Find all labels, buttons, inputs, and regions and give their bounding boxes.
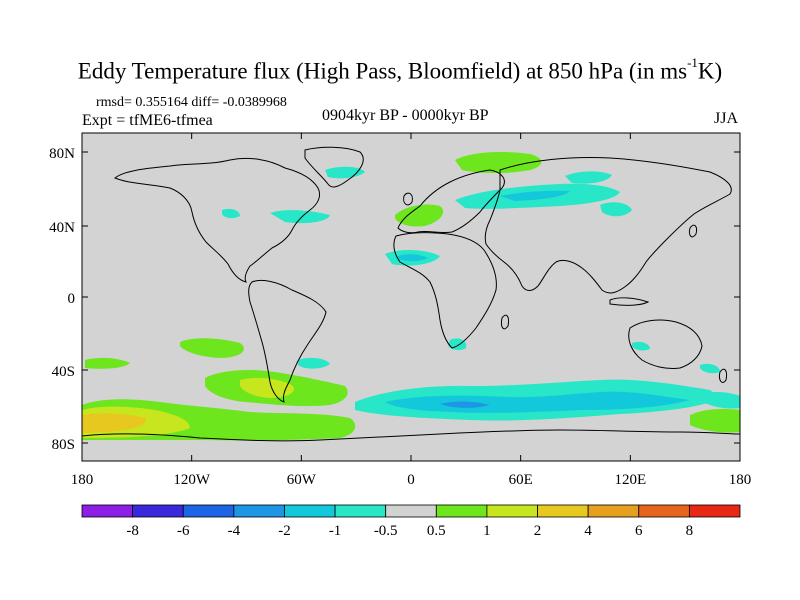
lat-tick-label: 80N [49, 146, 75, 162]
coast-south-america [248, 279, 327, 403]
coast-australia [628, 319, 703, 369]
lon-tick-label: 60W [287, 472, 317, 488]
region-southern-ocean-neg-deep [440, 401, 490, 408]
coast-asia [484, 157, 732, 294]
region-south-pacific-neg [700, 363, 720, 374]
region-southwest-pos [690, 408, 740, 433]
colorbar-label: 2 [534, 523, 542, 539]
region-south-pacific-pos-4 [82, 413, 146, 433]
colorbar-swatch [233, 504, 285, 518]
colorbar-swatch [132, 504, 184, 518]
anomaly-fields [82, 152, 740, 441]
coast-europe [397, 169, 505, 234]
colorbar-swatch [182, 504, 235, 518]
region-scandinavia-pos [455, 152, 542, 173]
title-main: Eddy Temperature flux (High Pass, Bloomf… [77, 58, 688, 84]
region-south-atlantic-pos-2 [240, 377, 294, 398]
stats-label: rmsd= 0.355164 diff= -0.0389968 [96, 95, 287, 110]
period-label: 0904kyr BP - 0000kyr BP [322, 107, 489, 124]
coast-north-america [114, 157, 321, 283]
colorbar-label: -8 [126, 523, 139, 539]
title-superscript: -1 [687, 55, 698, 70]
lon-tick-label: 60E [509, 472, 533, 488]
colorbar-swatch [587, 504, 640, 518]
colorbar-labels: -8 -6 -4 -2 -1 -0.5 0.5 1 2 4 6 8 [126, 523, 693, 539]
region-australia-neg [632, 341, 650, 351]
title-unit-end: K) [697, 58, 723, 84]
colorbar-swatch [537, 504, 589, 518]
lat-tick-label: 40N [49, 220, 75, 236]
colorbar-swatch [688, 504, 741, 518]
coast-antarctica [82, 429, 740, 442]
colorbar-swatch [486, 504, 538, 518]
region-siberia-neg [565, 171, 612, 184]
colorbar-swatch [638, 504, 690, 518]
colorbar-swatch [435, 504, 488, 518]
coast-uk [403, 192, 413, 206]
experiment-label: Expt = tfME6-tfmea [82, 112, 213, 129]
coastlines [82, 146, 740, 442]
longitude-axis: 180 120W 60W 0 60E 120E 180 [71, 133, 752, 488]
colorbar-label: -4 [228, 523, 241, 539]
region-southwest-neg [700, 392, 740, 409]
region-pacific-midlat-pos-2 [85, 357, 130, 369]
lon-tick-label: 180 [71, 472, 94, 488]
region-greenland-neg [325, 166, 365, 179]
region-pacific-midlat-pos [180, 338, 244, 358]
colorbar-label: -0.5 [374, 523, 398, 539]
colorbar-swatch [385, 504, 437, 518]
colorbar-label: 8 [686, 523, 694, 539]
colorbar-label: 0.5 [427, 523, 446, 539]
region-eurasia-neg-2 [500, 190, 570, 201]
colorbar-label: -6 [177, 523, 190, 539]
region-south-africa-neg [448, 338, 467, 351]
coast-indonesia [609, 297, 650, 306]
latitude-axis: 80N 40N 0 40S 80S [49, 146, 740, 453]
region-europe-pos [395, 204, 444, 227]
lon-tick-label: 180 [729, 472, 752, 488]
lat-tick-label: 40S [52, 364, 75, 380]
colorbar-label: 4 [584, 523, 592, 539]
colorbar-swatch [81, 504, 134, 518]
chart-title: Eddy Temperature flux (High Pass, Bloomf… [0, 55, 800, 85]
colorbar-swatch [334, 504, 387, 518]
lat-tick-label: 80S [52, 437, 75, 453]
colorbar-label: 1 [483, 523, 491, 539]
colorbar [81, 504, 741, 518]
region-pacific-north-neg [222, 208, 240, 219]
region-atlantic-neg [270, 210, 330, 224]
colorbar-label: 6 [635, 523, 643, 539]
season-label: JJA [714, 110, 739, 127]
colorbar-label: -1 [329, 523, 342, 539]
colorbar-swatch [284, 504, 336, 518]
coast-greenland [304, 146, 364, 188]
region-north-africa-neg-core [398, 254, 428, 262]
lon-tick-label: 120E [614, 472, 646, 488]
lon-tick-label: 0 [407, 472, 415, 488]
lon-tick-label: 120W [173, 472, 211, 488]
region-russia-neg [600, 202, 632, 217]
coast-japan [689, 224, 697, 238]
coast-madagascar [501, 314, 509, 330]
coast-new-zealand [719, 368, 727, 383]
colorbar-label: -2 [278, 523, 291, 539]
coast-africa [393, 232, 497, 349]
region-south-pacific-neg-2 [298, 357, 330, 369]
lat-tick-label: 0 [68, 291, 76, 307]
